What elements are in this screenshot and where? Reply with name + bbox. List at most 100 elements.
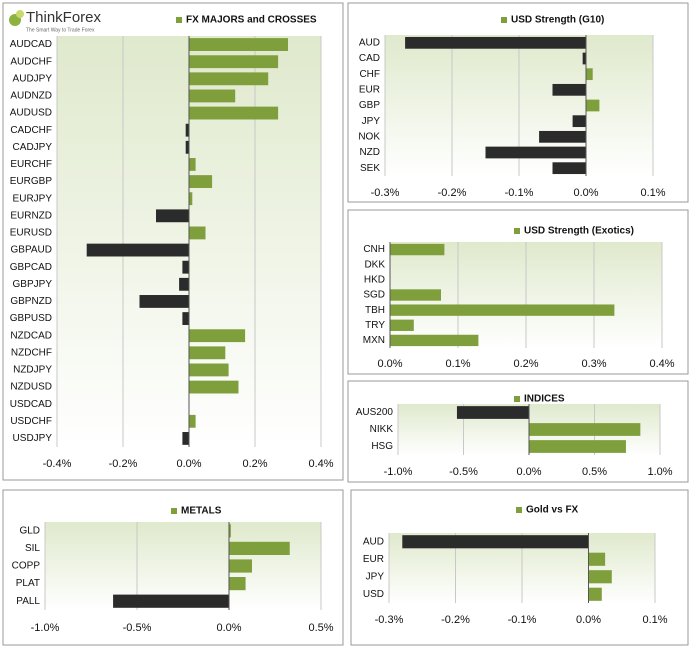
bar: [113, 594, 229, 608]
x-tick-label: 0.1%: [640, 187, 665, 199]
x-tick-label: 0.1%: [642, 614, 667, 626]
title-marker: [171, 508, 177, 514]
bar: [229, 559, 252, 573]
x-tick-label: -1.0%: [31, 622, 60, 634]
x-tick-label: -0.2%: [438, 187, 467, 199]
chart-panel: INDICES -1.0% -0.5% 0.0% 0.5% 1.0% AUS200 NIKK H…: [347, 380, 689, 483]
x-tick-label: -0.3%: [371, 187, 400, 199]
bar: [390, 243, 445, 256]
logo-name: ThinkForex: [26, 9, 102, 26]
y-tick-label: EURGBP: [10, 176, 53, 187]
bar: [189, 414, 196, 428]
chart-panel: FX MAJORS and CROSSES -0.4% -0.2% 0.0% 0.2% 0…: [2, 2, 344, 481]
y-tick-label: CADJPY: [13, 142, 53, 153]
bar: [185, 123, 189, 137]
bar: [182, 432, 189, 445]
x-tick-label: 0.4%: [649, 358, 674, 370]
y-tick-label: SGD: [363, 290, 385, 301]
y-tick-label: AUD: [363, 536, 384, 547]
bar: [552, 162, 586, 175]
bar: [156, 209, 189, 223]
bar: [456, 406, 529, 419]
bar: [586, 99, 600, 112]
y-tick-label: NZD: [359, 147, 380, 158]
bar: [539, 130, 586, 143]
chart-title: Gold vs FX: [526, 505, 579, 516]
chart-panel: USD Strength (G10) -0.3% -0.2% -0.1% 0.0% 0.1…: [347, 2, 689, 203]
title-marker: [514, 228, 520, 234]
bar: [588, 570, 612, 584]
bar: [485, 146, 586, 159]
x-tick-label: -0.1%: [508, 614, 537, 626]
y-tick-label: AUD: [359, 37, 380, 48]
y-tick-label: GLD: [19, 525, 40, 536]
y-tick-label: USD: [363, 589, 384, 600]
x-tick-label: 0.0%: [176, 458, 201, 470]
y-tick-label: GBPAUD: [11, 245, 53, 256]
y-tick-label: PLAT: [16, 578, 40, 589]
x-tick-label: 0.0%: [377, 358, 402, 370]
bar: [552, 83, 586, 96]
x-tick-label: 0.5%: [308, 622, 333, 634]
bar: [402, 535, 589, 549]
y-tick-label: PALL: [16, 596, 40, 607]
y-tick-label: CADCHF: [10, 125, 52, 136]
y-tick-label: DKK: [364, 259, 385, 270]
bar: [189, 38, 288, 51]
y-tick-label: EURJPY: [13, 193, 53, 204]
y-tick-label: EURCHF: [10, 159, 52, 170]
x-tick-label: 0.5%: [582, 466, 607, 478]
bar: [189, 72, 269, 86]
y-tick-label: TBH: [365, 305, 385, 316]
bar: [529, 440, 626, 453]
y-tick-label: MXN: [363, 335, 385, 346]
bar: [189, 192, 193, 206]
bar: [189, 329, 246, 343]
y-tick-label: NZDCHF: [11, 347, 52, 358]
y-tick-label: AUDUSD: [10, 108, 52, 119]
chart-title: USD Strength (Exotics): [524, 226, 634, 237]
bar: [390, 334, 479, 347]
x-tick-label: 0.4%: [308, 458, 333, 470]
x-tick-label: 0.2%: [513, 358, 538, 370]
y-tick-label: CHF: [359, 69, 380, 80]
bar: [189, 380, 239, 394]
bar: [189, 106, 279, 120]
y-tick-label: USDCAD: [10, 399, 52, 410]
bar: [390, 304, 615, 316]
bar: [182, 260, 189, 274]
chart-title: METALS: [181, 506, 222, 517]
bar: [185, 140, 189, 154]
y-tick-label: HKD: [364, 274, 385, 285]
bar: [405, 36, 586, 49]
x-tick-label: 0.0%: [576, 614, 601, 626]
y-tick-label: NIKK: [370, 424, 394, 435]
y-tick-label: AUDCHF: [10, 56, 52, 67]
y-tick-label: GBPJPY: [13, 279, 53, 290]
bar: [189, 89, 236, 103]
x-tick-label: -0.5%: [123, 622, 152, 634]
x-tick-label: -0.3%: [375, 614, 404, 626]
title-marker: [501, 17, 507, 23]
y-tick-label: CNH: [363, 244, 385, 255]
y-tick-label: CAD: [359, 53, 380, 64]
bar: [189, 346, 226, 360]
chart-title: USD Strength (G10): [511, 15, 604, 26]
x-tick-label: -0.2%: [441, 614, 470, 626]
bar: [189, 158, 196, 171]
x-tick-label: 0.0%: [516, 466, 541, 478]
title-marker: [514, 396, 520, 402]
x-tick-label: 0.2%: [242, 458, 267, 470]
y-tick-label: AUDJPY: [13, 73, 53, 84]
bar: [586, 68, 593, 81]
x-tick-label: -0.5%: [449, 466, 478, 478]
y-tick-label: JPY: [366, 571, 385, 582]
y-tick-label: NZDUSD: [10, 382, 52, 393]
chart-title: FX MAJORS and CROSSES: [186, 15, 317, 26]
title-marker: [176, 17, 182, 23]
y-tick-label: NZDCAD: [10, 330, 52, 341]
bar: [189, 55, 279, 69]
x-tick-label: 1.0%: [647, 466, 672, 478]
logo-tagline: The Smart Way to Trade Forex: [26, 27, 95, 33]
